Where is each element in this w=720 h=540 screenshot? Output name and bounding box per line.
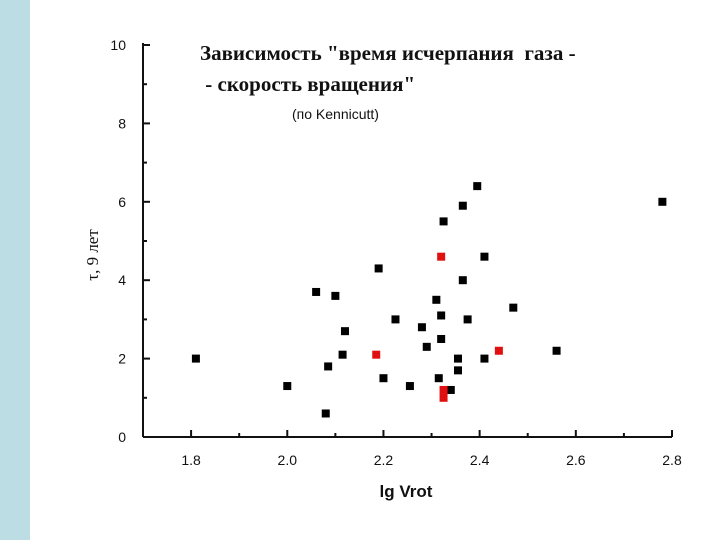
y-tick-label: 6: [118, 194, 126, 210]
y-tick-label: 8: [118, 115, 126, 131]
x-axis-ticks: 1.8 2.0 2.2 2.4 2.6 2.8: [142, 430, 682, 468]
data-point: [658, 197, 667, 206]
data-point: [432, 295, 441, 304]
data-point: [439, 385, 448, 394]
x-tick-label: 2.2: [374, 452, 394, 468]
data-point: [422, 342, 431, 351]
y-tick-label: 4: [118, 272, 126, 288]
data-point: [473, 182, 482, 191]
y-tick-label: 10: [110, 37, 126, 53]
x-tick-label: 1.8: [181, 452, 201, 468]
data-point: [439, 393, 448, 402]
data-point: [437, 311, 446, 320]
data-point: [340, 327, 349, 336]
chart-title: Зависимость "время исчерпания газа - - с…: [200, 41, 576, 96]
data-point: [391, 315, 400, 324]
data-point: [437, 252, 446, 261]
data-point: [379, 374, 388, 383]
data-point: [458, 201, 467, 210]
data-point: [494, 346, 503, 355]
data-point: [321, 409, 330, 418]
x-tick-label: 2.6: [566, 452, 586, 468]
data-point: [437, 335, 446, 343]
data-point: [463, 315, 472, 324]
data-point: [458, 276, 467, 285]
data-point: [434, 374, 443, 383]
data-point: [446, 385, 455, 394]
data-point: [372, 350, 381, 359]
chart-subtitle: (по Kennicutt): [292, 106, 379, 122]
y-axis-label: τ, 9 лет: [83, 229, 102, 281]
data-point: [439, 217, 448, 226]
data-point: [331, 291, 340, 300]
data-point: [552, 346, 561, 355]
data-point: [405, 382, 414, 391]
y-axis-ticks: 0 2 4 6 8 10: [110, 37, 150, 445]
data-point: [283, 382, 292, 391]
data-point: [453, 366, 462, 375]
data-point: [191, 354, 200, 363]
x-axis-label: lg Vrot: [380, 482, 433, 501]
left-decorative-band: [0, 0, 30, 540]
x-tick-label: 2.4: [470, 452, 490, 468]
data-point: [324, 362, 333, 371]
x-tick-label: 2.8: [662, 452, 682, 468]
data-point: [453, 354, 462, 363]
data-point: [312, 287, 321, 296]
data-point: [374, 264, 383, 273]
data-point: [480, 252, 489, 261]
data-point: [417, 323, 426, 332]
data-point: [480, 354, 489, 363]
x-tick-label: 2.0: [278, 452, 298, 468]
y-tick-label: 0: [118, 429, 126, 445]
data-point: [509, 303, 518, 312]
data-points: [191, 182, 667, 418]
y-tick-label: 2: [118, 351, 126, 367]
data-point: [338, 350, 347, 359]
